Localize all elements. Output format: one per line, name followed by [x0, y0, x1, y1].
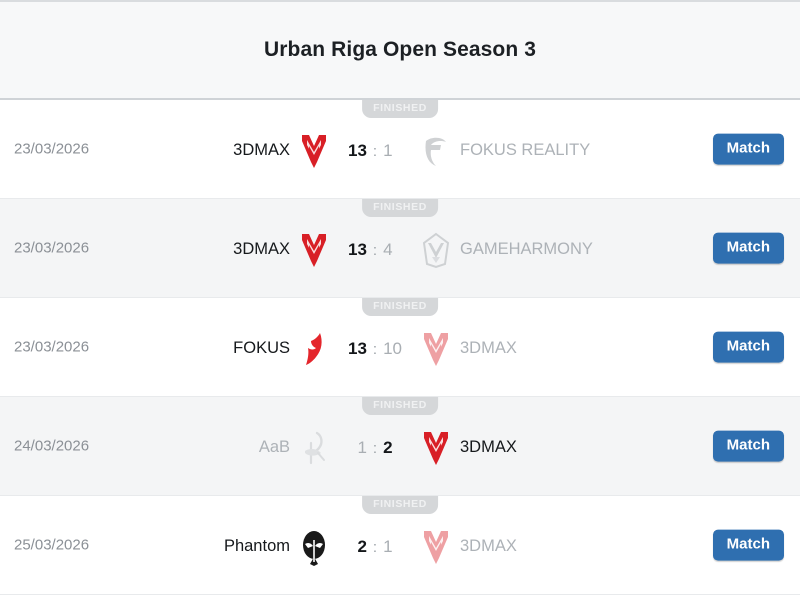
- match-date: 24/03/2026: [14, 437, 90, 455]
- home-team-name: AaB: [258, 438, 290, 457]
- away-team-name: 3DMAX: [460, 438, 517, 457]
- tournament-header: Urban Riga Open Season 3: [0, 0, 800, 100]
- away-team[interactable]: GAMEHARMONY: [419, 231, 619, 269]
- match-date: 23/03/2026: [14, 338, 90, 356]
- score-separator: :: [372, 439, 378, 457]
- home-score: 1: [357, 437, 367, 457]
- away-team-name: 3DMAX: [460, 537, 517, 556]
- 3dmax-logo: [302, 134, 326, 168]
- match-date: 25/03/2026: [14, 536, 90, 554]
- away-score: 4: [383, 239, 393, 259]
- away-score: 1: [383, 140, 393, 160]
- home-score: 2: [357, 536, 367, 556]
- score-separator: :: [372, 340, 378, 358]
- match-date: 23/03/2026: [14, 239, 90, 257]
- match-center: Phantom 2:1 3DMAX: [181, 528, 619, 566]
- home-team-name: 3DMAX: [233, 240, 290, 259]
- home-score: 13: [347, 140, 367, 160]
- score-block: 2:1: [331, 537, 419, 557]
- home-team[interactable]: Phantom: [181, 528, 331, 566]
- aab-logo: [305, 431, 325, 465]
- match-details-button[interactable]: Match: [712, 529, 784, 561]
- match-row[interactable]: FINISHED 25/03/2026 Phantom 2:1 3DMAX Match: [0, 496, 800, 595]
- score-separator: :: [372, 538, 378, 556]
- match-center: 3DMAX 13:1 FOKUS REALITY: [181, 132, 619, 170]
- match-center: AaB 1:2 3DMAX: [181, 429, 619, 467]
- away-team[interactable]: FOKUS REALITY: [419, 132, 619, 170]
- home-team[interactable]: AaB: [181, 429, 331, 467]
- score-separator: :: [372, 142, 378, 160]
- status-badge: FINISHED: [362, 298, 438, 316]
- match-row[interactable]: FINISHED 23/03/2026 3DMAX 13:1 FOKUS REALITY…: [0, 100, 800, 199]
- home-team-name: FOKUS: [233, 339, 290, 358]
- fokus-logo: [306, 332, 322, 365]
- home-score: 13: [347, 239, 367, 259]
- score-block: 13:10: [331, 339, 419, 359]
- status-badge: FINISHED: [362, 199, 438, 217]
- 3dmax-logo: [424, 530, 448, 564]
- phantom-logo: [303, 530, 325, 566]
- away-score: 1: [383, 536, 393, 556]
- match-details-button[interactable]: Match: [712, 331, 784, 363]
- home-team[interactable]: FOKUS: [181, 330, 331, 368]
- 3dmax-logo: [424, 332, 448, 366]
- match-details-button[interactable]: Match: [712, 133, 784, 165]
- score-block: 13:1: [331, 141, 419, 161]
- match-row[interactable]: FINISHED 23/03/2026 FOKUS 13:10 3DMAX Match: [0, 298, 800, 397]
- match-details-button[interactable]: Match: [712, 232, 784, 264]
- home-score: 13: [347, 338, 367, 358]
- fokus-reality-logo: [425, 137, 446, 166]
- away-team-name: FOKUS REALITY: [460, 141, 591, 160]
- home-team-name: 3DMAX: [233, 141, 290, 160]
- match-row[interactable]: FINISHED 23/03/2026 3DMAX 13:4 GAMEHARMONY Ma…: [0, 199, 800, 298]
- home-team[interactable]: 3DMAX: [181, 132, 331, 170]
- away-score: 2: [383, 437, 393, 457]
- away-team-name: GAMEHARMONY: [460, 240, 593, 259]
- match-date: 23/03/2026: [14, 140, 90, 158]
- home-team[interactable]: 3DMAX: [181, 231, 331, 269]
- home-team-name: Phantom: [223, 537, 290, 556]
- 3dmax-logo: [424, 431, 448, 465]
- away-team[interactable]: 3DMAX: [419, 429, 619, 467]
- away-team[interactable]: 3DMAX: [419, 330, 619, 368]
- status-badge: FINISHED: [362, 496, 438, 514]
- status-badge: FINISHED: [362, 100, 438, 118]
- away-team-name: 3DMAX: [460, 339, 517, 358]
- away-score: 10: [383, 338, 402, 358]
- match-center: FOKUS 13:10 3DMAX: [181, 330, 619, 368]
- 3dmax-logo: [302, 233, 326, 267]
- match-list: FINISHED 23/03/2026 3DMAX 13:1 FOKUS REALITY…: [0, 100, 800, 600]
- score-separator: :: [372, 241, 378, 259]
- score-block: 13:4: [331, 240, 419, 260]
- away-team[interactable]: 3DMAX: [419, 528, 619, 566]
- match-center: 3DMAX 13:4 GAMEHARMONY: [181, 231, 619, 269]
- match-row[interactable]: FINISHED 24/03/2026 AaB 1:2 3DMAX Match: [0, 397, 800, 496]
- status-badge: FINISHED: [362, 397, 438, 415]
- page-title: Urban Riga Open Season 3: [264, 38, 536, 61]
- match-details-button[interactable]: Match: [712, 430, 784, 462]
- score-block: 1:2: [331, 438, 419, 458]
- gameharmony-logo: [422, 232, 450, 269]
